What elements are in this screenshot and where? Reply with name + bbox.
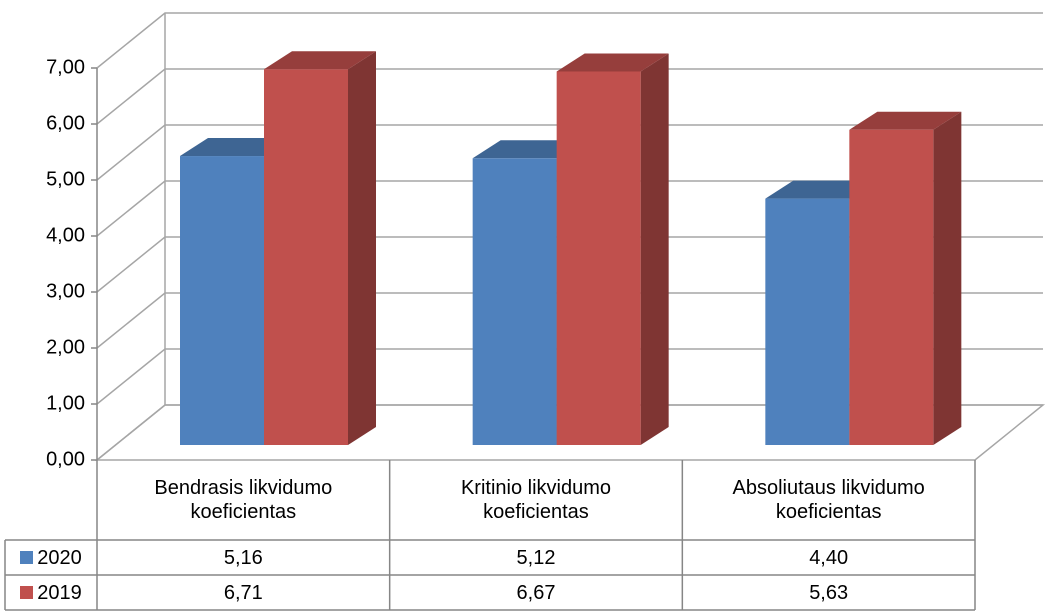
y-tick-label: 4,00 — [46, 224, 85, 246]
legend-entry: 2020 — [5, 540, 97, 575]
bar-top — [264, 51, 376, 70]
bar-side — [640, 53, 669, 445]
legend-swatch — [20, 551, 34, 564]
legend-label: 2020 — [37, 546, 82, 569]
bar — [180, 156, 264, 446]
grid-line — [96, 124, 1043, 181]
bar — [264, 69, 348, 446]
bar-side — [933, 111, 962, 445]
value-label: 4,40 — [809, 546, 849, 569]
grid-line — [96, 348, 1043, 405]
y-tick-label: 1,00 — [46, 392, 85, 414]
bar-side — [348, 51, 376, 446]
y-tick-label: 3,00 — [46, 280, 85, 302]
y-tick-label: 7,00 — [46, 56, 85, 78]
y-tick-label: 5,00 — [46, 168, 85, 190]
grid-line — [96, 180, 1043, 237]
value-label: 5,12 — [516, 546, 556, 569]
legend-label: 2019 — [37, 581, 82, 604]
bar-top — [849, 111, 962, 130]
category-label: Kritinio likvidumo koeficientas — [460, 477, 612, 523]
legend-entry: 2019 — [5, 575, 97, 610]
value-label: 6,67 — [516, 581, 556, 604]
y-tick-label: 6,00 — [46, 112, 85, 134]
value-label: 5,63 — [809, 581, 849, 604]
grid-line — [96, 68, 1043, 125]
bar — [472, 158, 557, 445]
value-label: 5,16 — [223, 546, 263, 569]
category-label: Bendrasis likvidumo koeficientas — [154, 477, 333, 523]
bar — [849, 129, 934, 445]
value-label: 6,71 — [223, 581, 263, 604]
bar — [556, 71, 641, 445]
category-label: Absoliutaus likvidumo koeficientas — [732, 477, 925, 523]
grid-line — [96, 292, 1043, 349]
grid-line — [96, 404, 1043, 461]
y-tick-label: 0,00 — [46, 448, 85, 470]
grid-line — [96, 12, 1043, 69]
bar — [765, 198, 850, 445]
bar-top — [556, 53, 669, 72]
legend-swatch — [20, 586, 34, 599]
y-tick-label: 2,00 — [46, 336, 85, 358]
grid-line — [96, 236, 1043, 293]
